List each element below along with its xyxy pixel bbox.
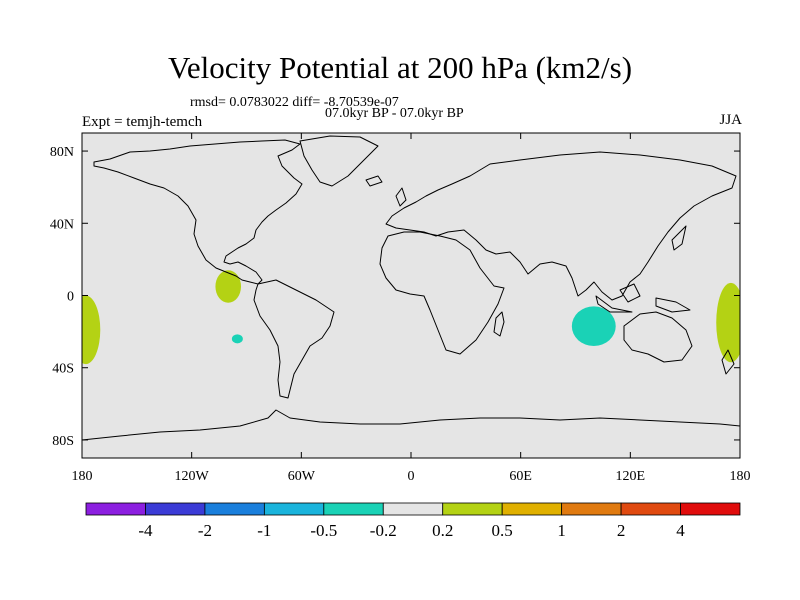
anomaly-layer bbox=[82, 270, 740, 365]
x-tick-label: 180 bbox=[72, 469, 93, 484]
colorbar-swatch bbox=[501, 502, 563, 516]
coastline-indonesia-sumatra-java bbox=[595, 295, 633, 313]
colorbar-swatch bbox=[620, 502, 681, 516]
coastline-madagascar bbox=[493, 311, 505, 337]
map-background bbox=[82, 133, 740, 458]
y-tick-label: 40S bbox=[52, 362, 74, 377]
coastline-antarctica bbox=[82, 409, 740, 441]
coastline-new-zealand bbox=[721, 349, 735, 375]
chart-title: Velocity Potential at 200 hPa (km2/s) bbox=[167, 50, 633, 85]
coastline-south-america bbox=[253, 279, 335, 399]
anomaly-east-pacific-positive bbox=[215, 270, 242, 303]
anomaly-southeast-pacific-negative bbox=[231, 334, 243, 344]
x-tick-label: 120W bbox=[175, 469, 210, 484]
colorbar-label: 0.2 bbox=[432, 521, 453, 540]
x-tick-label: 180 bbox=[730, 469, 751, 484]
experiment-label: Expt = temjh-temch bbox=[82, 114, 203, 130]
colorbar-label: -1 bbox=[257, 521, 271, 540]
colorbar-swatch bbox=[263, 502, 325, 516]
stats-line: rmsd= 0.0783022 diff= -8.70539e-07 bbox=[190, 95, 399, 110]
y-tick-label: 40N bbox=[50, 217, 74, 232]
colorbar-label: 1 bbox=[557, 521, 566, 540]
y-tick-label: 80N bbox=[50, 145, 74, 160]
x-tick-label: 120E bbox=[616, 469, 646, 484]
colorbar-swatch bbox=[323, 502, 384, 516]
colorbar-swatch bbox=[145, 502, 206, 516]
coastline-great-britain bbox=[395, 187, 407, 207]
colorbar-label: 4 bbox=[676, 521, 685, 540]
colorbar-label: -0.2 bbox=[370, 521, 397, 540]
y-tick-label: 80S bbox=[52, 434, 74, 449]
coastline-new-guinea bbox=[655, 297, 691, 313]
anomaly-dateline-east-positive bbox=[716, 282, 740, 363]
coastline-eurasia bbox=[385, 151, 737, 301]
colorbar-label: 0.5 bbox=[492, 521, 513, 540]
coastline-iceland bbox=[365, 175, 383, 187]
coastline-japan bbox=[671, 225, 687, 251]
colorbar-swatch bbox=[561, 502, 622, 516]
coastline-australia bbox=[623, 311, 693, 363]
colorbar-swatch bbox=[85, 502, 146, 516]
colorbar: -4 -2 -1 -0.5 -0.2 0.2 0.5 1 2 4 bbox=[85, 502, 741, 540]
anomaly-dateline-west-positive bbox=[82, 295, 101, 365]
colorbar-label: -4 bbox=[138, 521, 153, 540]
colorbar-swatch bbox=[382, 502, 444, 516]
colorbar-swatch bbox=[680, 502, 741, 516]
anomaly-indian-ocean-negative bbox=[571, 306, 616, 347]
x-tick-label: 0 bbox=[408, 469, 415, 484]
map-axes: 180 120W 60W 0 60E 120E 180 80N 40N 0 40S 80S bbox=[50, 133, 751, 484]
coastline-north-america bbox=[93, 139, 303, 285]
coastline-greenland bbox=[299, 135, 379, 187]
colorbar-swatch bbox=[204, 502, 265, 516]
season-label: JJA bbox=[719, 112, 742, 128]
colorbar-label: 2 bbox=[617, 521, 626, 540]
colorbar-label: -0.5 bbox=[310, 521, 337, 540]
coastline-africa bbox=[379, 231, 505, 355]
x-tick-label: 60W bbox=[288, 469, 316, 484]
x-tick-label: 60E bbox=[509, 469, 532, 484]
colorbar-label: -2 bbox=[198, 521, 212, 540]
colorbar-swatch bbox=[442, 502, 503, 516]
coastlines bbox=[82, 135, 740, 441]
period-line: 07.0kyr BP - 07.0kyr BP bbox=[325, 106, 464, 121]
y-tick-label: 0 bbox=[67, 290, 74, 305]
coastline-indonesia-borneo bbox=[619, 283, 641, 303]
